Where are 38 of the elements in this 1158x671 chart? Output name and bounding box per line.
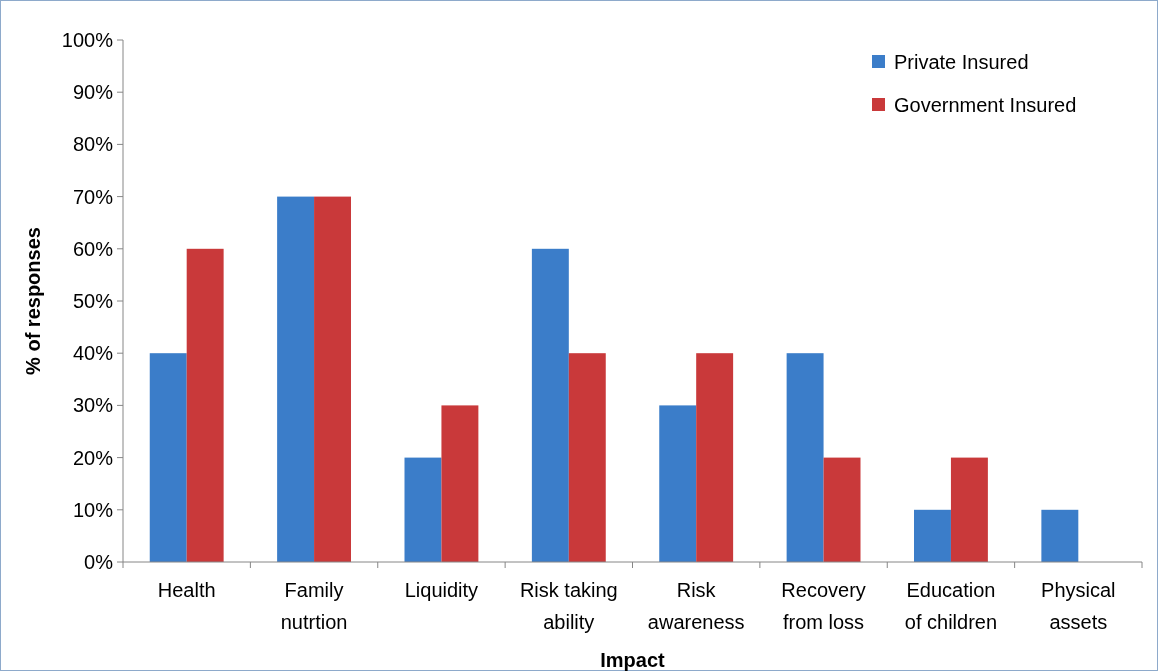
y-tick-label: 60%: [72, 237, 114, 260]
legend-label: Private Insured: [894, 51, 1029, 73]
bar: [404, 457, 442, 562]
bar: [186, 248, 224, 562]
bar: [531, 248, 569, 562]
bar: [1041, 509, 1079, 562]
x-tick-label: Health: [157, 579, 216, 601]
bar: [914, 509, 951, 562]
bar: [696, 353, 734, 562]
y-tick-label: 20%: [72, 446, 114, 469]
y-tick-label: 70%: [72, 185, 114, 208]
y-tick-label: 40%: [72, 342, 114, 365]
y-tick-label: 100%: [61, 29, 114, 51]
y-tick-label: 80%: [72, 133, 114, 156]
y-axis-title: % of responses: [22, 227, 44, 375]
x-tick-label: Family nutrtion: [280, 579, 348, 633]
bar: [823, 457, 861, 562]
x-tick-label: Recovery from loss: [781, 579, 866, 633]
bar: [568, 353, 606, 562]
x-tick-label: Liquidity: [404, 579, 479, 601]
bar: [786, 353, 824, 562]
y-tick-label: 10%: [72, 498, 114, 521]
x-tick-label: Education of children: [904, 579, 998, 633]
bar: [314, 196, 351, 562]
bar: [277, 196, 315, 562]
y-tick-label: 30%: [72, 394, 114, 417]
x-tick-label: Risk taking ability: [519, 579, 618, 633]
y-tick-label: 50%: [72, 290, 114, 312]
legend-label: Government Insured: [894, 94, 1077, 116]
bar: [950, 457, 988, 562]
y-tick-label: 90%: [72, 81, 114, 104]
x-axis-title: Impact: [600, 649, 666, 671]
y-tick-label: 0%: [84, 551, 114, 573]
x-tick-label: Physical assets: [1041, 579, 1116, 633]
bar: [149, 353, 187, 562]
x-tick-label: Risk awareness: [647, 579, 745, 633]
bar: [441, 405, 479, 562]
bar: [659, 405, 697, 562]
